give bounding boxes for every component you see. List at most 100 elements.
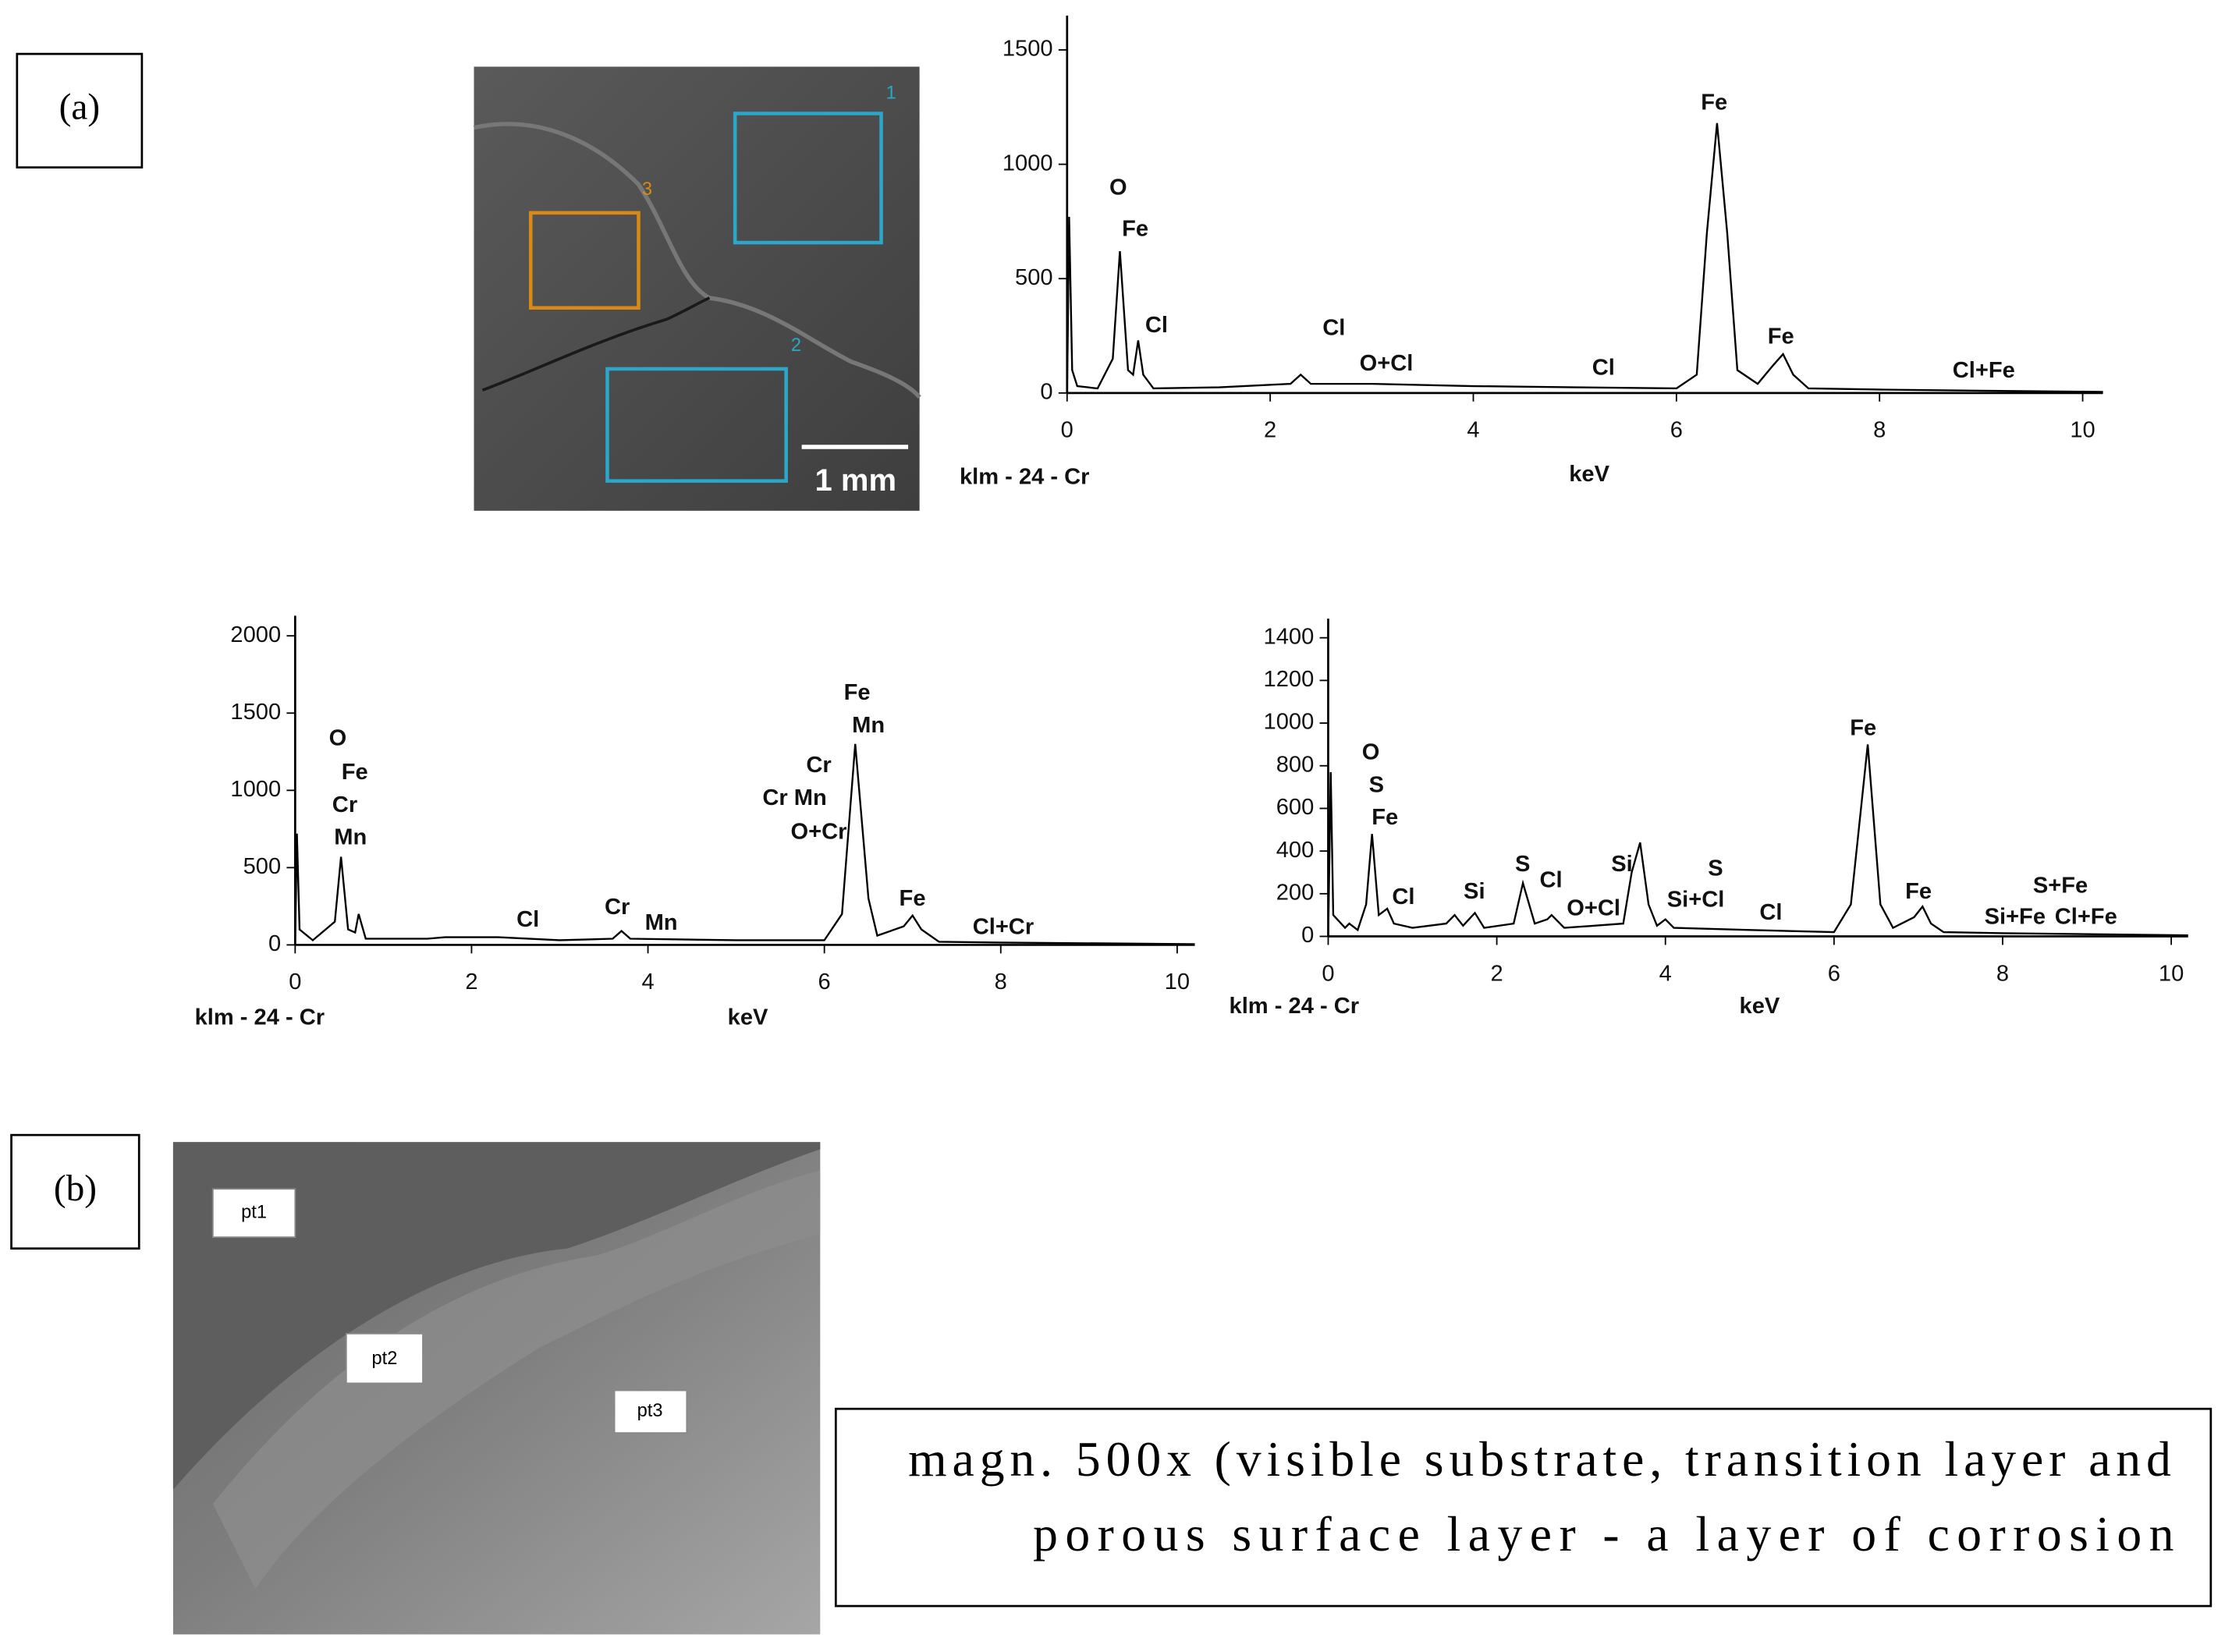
x-tick-label: 2	[465, 970, 477, 994]
peak-label: Si	[1464, 879, 1485, 904]
peak-label: S	[1708, 856, 1723, 881]
scale-bar-label: 1 mm	[815, 463, 896, 498]
peak-label: Cl+Fe	[1953, 358, 2015, 383]
point-label: pt2	[371, 1349, 397, 1369]
spectrum-line	[1327, 744, 2188, 937]
x-axis-label: keV	[1569, 462, 1609, 487]
point-label: pt3	[637, 1401, 663, 1421]
peak-label: Fe	[844, 680, 871, 705]
x-tick-label: 10	[2159, 961, 2184, 986]
source-label: klm - 24 - Cr	[195, 1005, 325, 1030]
peak-label: O	[329, 725, 347, 750]
spectrum-line	[294, 743, 1195, 945]
caption-box	[834, 1407, 2213, 1608]
y-tick-label: 500	[243, 854, 282, 879]
panel-label: (a)	[59, 87, 100, 128]
y-tick-label: 800	[1276, 752, 1315, 777]
peak-label: Cl	[1322, 316, 1345, 341]
peak-label: O+Cl	[1567, 896, 1620, 921]
peak-label: Fe	[1122, 216, 1148, 241]
peak-label: O+Cr	[791, 819, 847, 844]
peak-label: Cr	[332, 792, 357, 817]
region-label: 3	[642, 179, 652, 200]
x-tick-label: 0	[1322, 961, 1334, 986]
x-tick-label: 10	[1165, 970, 1190, 994]
x-tick-label: 6	[818, 970, 831, 994]
peak-label: Si+Cl	[1667, 888, 1725, 913]
x-tick-label: 8	[1996, 961, 2009, 986]
y-tick-label: 1400	[1264, 624, 1315, 649]
y-tick-label: 0	[1040, 380, 1052, 405]
peak-label: Mn	[852, 713, 885, 738]
peak-label: S	[1515, 852, 1530, 877]
y-tick-label: 2000	[230, 622, 281, 647]
peak-label: Fe	[1768, 324, 1794, 349]
y-tick-label: 500	[1015, 265, 1053, 290]
panel-label-box	[10, 1133, 140, 1250]
region-label: 2	[791, 335, 801, 356]
caption-line: magn. 500x (visible substrate, transitio…	[908, 1431, 2171, 1487]
y-tick-label: 1500	[230, 700, 281, 725]
x-tick-label: 0	[1061, 418, 1073, 443]
peak-label: Cr	[806, 753, 831, 778]
y-tick-label: 600	[1276, 795, 1315, 820]
peak-label: Cl	[1539, 867, 1562, 892]
point-label: pt1	[241, 1202, 267, 1222]
panel-label: (b)	[54, 1168, 97, 1209]
y-tick-label: 0	[268, 931, 281, 956]
y-tick-label: 1000	[230, 777, 281, 802]
x-axis-label: keV	[728, 1005, 768, 1030]
peak-label: Cl+Fe	[2055, 905, 2117, 930]
x-tick-label: 6	[1670, 418, 1683, 443]
peak-label: Mn	[334, 825, 367, 850]
panel-label-box	[16, 52, 144, 169]
peak-label: Si+Fe	[1985, 905, 2046, 930]
peak-label: Cr	[605, 895, 630, 920]
peak-label: Si	[1611, 852, 1632, 877]
y-tick-label: 1200	[1264, 667, 1315, 692]
peak-label: Fe	[342, 760, 368, 785]
region-label: 1	[886, 83, 896, 103]
x-tick-label: 4	[1467, 418, 1479, 443]
y-tick-label: 400	[1276, 838, 1315, 863]
x-tick-label: 0	[289, 970, 301, 994]
peak-label: Fe	[1850, 716, 1876, 741]
peak-label: O	[1362, 740, 1380, 765]
peak-label: Cl	[1759, 900, 1782, 925]
peak-label: Fe	[900, 886, 926, 911]
x-tick-label: 2	[1491, 961, 1503, 986]
x-axis-label: keV	[1740, 994, 1780, 1019]
x-tick-label: 6	[1828, 961, 1840, 986]
x-tick-label: 4	[641, 970, 654, 994]
y-tick-label: 1000	[1002, 151, 1053, 175]
y-tick-label: 1000	[1264, 710, 1315, 735]
caption-line: porous surface layer - a layer of corros…	[1033, 1506, 2174, 1562]
source-label: klm - 24 - Cr	[1230, 994, 1360, 1019]
peak-label: O	[1109, 175, 1127, 200]
peak-label: Mn	[645, 910, 678, 935]
x-tick-label: 8	[1873, 418, 1886, 443]
peak-label: Fe	[1372, 805, 1398, 830]
y-tick-label: 200	[1276, 881, 1315, 906]
peak-label: Cl+Cr	[973, 914, 1034, 939]
peak-label: Cr Mn	[762, 785, 826, 810]
peak-label: O+Cl	[1360, 351, 1414, 376]
peak-label: Fe	[1701, 90, 1727, 115]
peak-label: S	[1369, 772, 1384, 797]
y-tick-label: 1500	[1002, 37, 1053, 62]
spectrum-line	[1066, 122, 2103, 393]
x-tick-label: 4	[1659, 961, 1672, 986]
y-tick-label: 0	[1301, 923, 1314, 948]
peak-label: Cl	[1592, 356, 1615, 381]
peak-label: S+Fe	[2033, 874, 2088, 899]
x-tick-label: 10	[2070, 418, 2095, 443]
x-tick-label: 2	[1264, 418, 1276, 443]
sem-image: pt1 pt2 pt3	[172, 1142, 821, 1635]
peak-label: Fe	[1905, 879, 1932, 904]
peak-label: Cl	[516, 907, 539, 932]
peak-label: Cl	[1392, 884, 1414, 909]
x-tick-label: 8	[995, 970, 1007, 994]
peak-label: Cl	[1145, 313, 1168, 338]
